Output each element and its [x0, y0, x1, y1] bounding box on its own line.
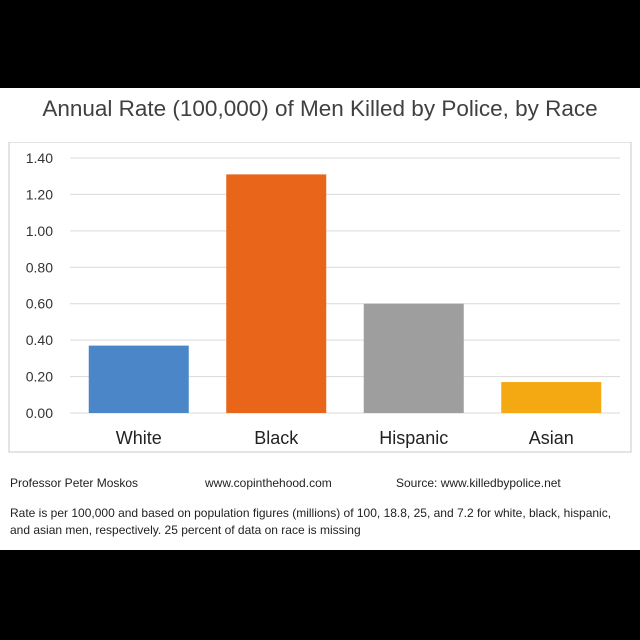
- source-credit: Source: www.killedbypolice.net: [396, 476, 561, 490]
- y-tick-label: 0.60: [26, 296, 53, 312]
- y-tick-label: 1.40: [26, 150, 53, 166]
- x-tick-label-hispanic: Hispanic: [379, 428, 448, 448]
- y-tick-label: 0.00: [26, 405, 53, 421]
- y-tick-label: 0.20: [26, 369, 53, 385]
- y-axis-ticks: 0.00 0.20 0.40 0.60 0.80 1.00 1.20 1.40: [26, 150, 53, 421]
- bar-chart: 0.00 0.20 0.40 0.60 0.80 1.00 1.20 1.40 White Bl…: [8, 142, 632, 453]
- chart-card: Annual Rate (100,000) of Men Killed by P…: [0, 88, 640, 550]
- x-axis-ticks: White Black Hispanic Asian: [116, 428, 574, 448]
- bar-hispanic: [363, 303, 464, 413]
- y-tick-label: 1.20: [26, 186, 53, 202]
- y-tick-label: 1.00: [26, 223, 53, 239]
- x-tick-label-black: Black: [254, 428, 299, 448]
- bar-white: [88, 345, 189, 413]
- x-tick-label-asian: Asian: [529, 428, 574, 448]
- bar-asian: [501, 382, 602, 413]
- x-tick-label-white: White: [116, 428, 162, 448]
- chart-title: Annual Rate (100,000) of Men Killed by P…: [42, 96, 598, 121]
- bars: [88, 174, 602, 413]
- methodology-note: Rate is per 100,000 and based on populat…: [10, 506, 612, 537]
- author-credit: Professor Peter Moskos: [10, 476, 139, 490]
- website-credit: www.copinthehood.com: [205, 476, 332, 490]
- y-tick-label: 0.80: [26, 259, 53, 275]
- bar-black: [226, 174, 327, 413]
- y-tick-label: 0.40: [26, 332, 53, 348]
- chart-frame: 0.00 0.20 0.40 0.60 0.80 1.00 1.20 1.40 White Bl…: [0, 142, 640, 550]
